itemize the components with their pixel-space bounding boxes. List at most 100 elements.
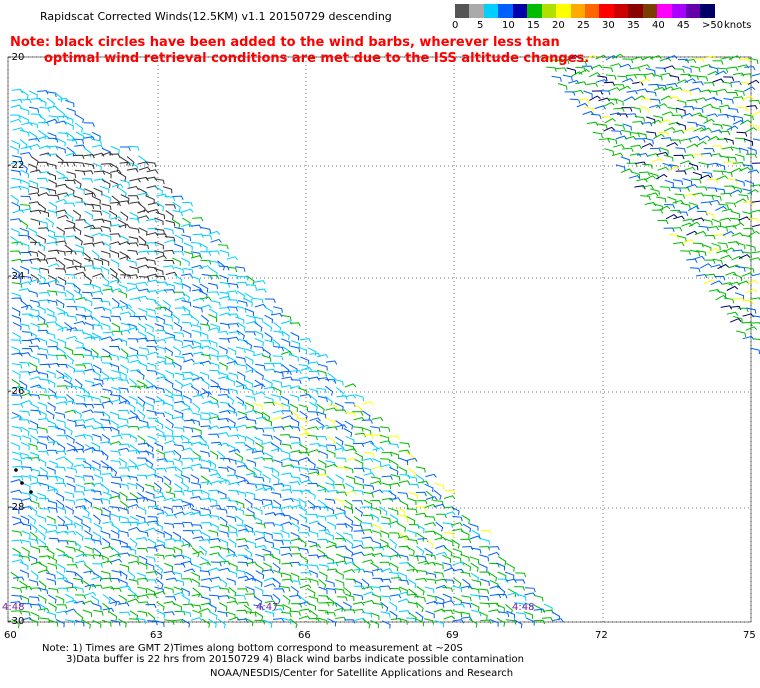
- wind-barb: [578, 68, 590, 75]
- wind-barb: [172, 571, 183, 578]
- wind-barb: [729, 189, 742, 195]
- wind-barb: [83, 203, 95, 210]
- wind-barb: [434, 482, 445, 490]
- wind-barb: [156, 601, 165, 611]
- wind-barb: [20, 208, 33, 213]
- wind-barb: [174, 379, 183, 389]
- wind-barb: [415, 611, 424, 622]
- wind-barb: [634, 115, 645, 122]
- wind-barb: [408, 483, 420, 489]
- wind-barb: [732, 72, 745, 77]
- wind-barb: [82, 600, 94, 605]
- wind-barb: [630, 144, 642, 150]
- wind-barb: [199, 296, 212, 301]
- wind-barb: [469, 535, 482, 540]
- wind-barb: [119, 329, 131, 334]
- wind-barb: [390, 474, 401, 481]
- wind-barb: [201, 379, 210, 390]
- wind-barb: [12, 576, 25, 581]
- wind-barb: [272, 379, 283, 387]
- wind-barb: [182, 457, 194, 463]
- wind-barb: [271, 474, 280, 484]
- wind-barb: [217, 508, 228, 514]
- wind-barb: [308, 564, 319, 571]
- wind-barb: [38, 129, 47, 140]
- wind-barb: [119, 251, 129, 260]
- wind-barb: [110, 288, 123, 293]
- wind-barb: [442, 586, 453, 593]
- wind-barb: [191, 315, 200, 326]
- wind-barb: [154, 564, 164, 574]
- wind-barb: [235, 346, 246, 353]
- wind-barb: [433, 500, 444, 506]
- wind-barb: [126, 168, 139, 173]
- wind-barb: [47, 354, 59, 360]
- wind-barb: [100, 163, 112, 168]
- wind-barb: [299, 338, 312, 343]
- wind-barb: [264, 332, 273, 342]
- wind-barb: [620, 156, 630, 164]
- wind-barb: [334, 402, 344, 411]
- wind-barb: [192, 233, 204, 238]
- wind-barb: [235, 316, 245, 324]
- wind-barb: [136, 380, 146, 389]
- wind-barb: [84, 591, 97, 596]
- wind-barb: [676, 99, 687, 107]
- wind-barb: [389, 601, 398, 612]
- wind-barb: [497, 556, 507, 566]
- wind-barb: [91, 203, 102, 210]
- wind-barb: [406, 562, 415, 573]
- wind-barb: [64, 282, 76, 288]
- wind-barb: [646, 192, 659, 197]
- wind-barb: [715, 162, 726, 171]
- wind-barb: [362, 401, 374, 406]
- wind-barb: [236, 490, 247, 498]
- wind-barb: [316, 387, 327, 394]
- wind-barb: [92, 466, 102, 476]
- wind-barb: [452, 585, 463, 593]
- wind-barb: [209, 395, 219, 405]
- wind-barb: [163, 259, 175, 265]
- wind-barb: [208, 529, 219, 537]
- wind-barb: [237, 479, 250, 484]
- wind-barb: [181, 257, 190, 267]
- wind-barb: [73, 586, 84, 593]
- wind-barb: [38, 121, 50, 127]
- wind-barb: [147, 351, 159, 356]
- wind-barb: [280, 395, 290, 405]
- wind-barb: [747, 169, 760, 174]
- wind-barb: [174, 579, 185, 586]
- wind-barb: [307, 500, 316, 510]
- wind-barb: [64, 115, 74, 124]
- wind-barb: [680, 73, 692, 78]
- wind-barb: [717, 225, 728, 232]
- wind-barb: [623, 96, 636, 102]
- wind-barb: [298, 443, 308, 453]
- wind-barb: [344, 402, 356, 407]
- wind-barb: [423, 618, 434, 625]
- wind-barb: [11, 415, 23, 420]
- wind-barb: [201, 234, 213, 240]
- wind-barb: [361, 427, 372, 435]
- wind-barb: [55, 412, 66, 419]
- wind-barb: [93, 241, 105, 246]
- time-label-east: 4:48: [512, 602, 535, 613]
- wind-barb: [137, 547, 148, 553]
- wind-barb: [82, 132, 92, 139]
- wind-barb: [415, 602, 424, 613]
- wind-barb: [300, 479, 313, 484]
- wind-barb: [219, 281, 230, 288]
- wind-barb: [708, 65, 719, 73]
- wind-barb: [72, 283, 81, 294]
- wind-barb: [101, 193, 111, 202]
- wind-barb: [555, 67, 567, 72]
- wind-barb: [732, 96, 745, 101]
- wind-barb: [173, 539, 185, 546]
- wind-barb: [119, 563, 130, 571]
- wind-barb: [91, 210, 103, 216]
- wind-barb: [290, 345, 301, 353]
- wind-barb: [380, 568, 393, 573]
- wind-barb: [38, 347, 49, 354]
- wind-barb: [200, 340, 212, 345]
- wind-barb: [36, 515, 47, 523]
